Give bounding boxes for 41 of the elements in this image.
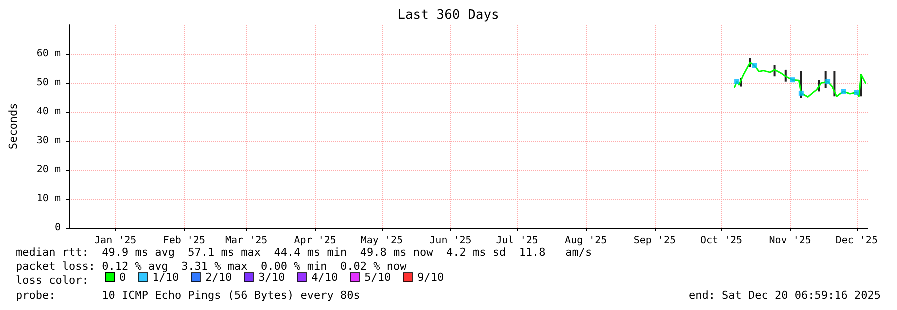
legend-label: 3/10: [258, 271, 286, 284]
x-tick-label: Apr '25: [294, 236, 336, 246]
x-tick-label: Jun '25: [430, 236, 472, 246]
y-tick-label: 20 m: [36, 164, 61, 176]
x-tick-label: Aug '25: [565, 236, 608, 246]
point: [734, 79, 740, 84]
line-series: [734, 62, 867, 98]
x-tick-label: Jan '25: [94, 236, 137, 246]
legend-label: 4/10: [312, 271, 338, 284]
point: [798, 90, 804, 96]
point: [854, 90, 860, 96]
y-tick-label: 60 m: [36, 48, 61, 60]
x-tick-label: Nov '25: [769, 236, 812, 246]
y-tick-label: 40 m: [36, 106, 61, 118]
point: [752, 63, 758, 68]
text: median rtt: 49.9 ms avg 57.1 ms max 44.4 ms min 49.8 ms now 4.2 ms sd 11.8 am/s: [16, 246, 592, 259]
legend-label: 1/10: [152, 271, 180, 284]
y-tick-label: 10 m: [36, 194, 61, 204]
x-tick-label: Sep '25: [634, 236, 676, 246]
x-tick-label: Oct '25: [700, 236, 743, 246]
chart-title: Last 360 Days: [398, 8, 500, 23]
point: [841, 89, 846, 94]
x-tick-label: Feb '25: [163, 236, 206, 246]
point: [826, 79, 831, 84]
legend-label: 2/10: [206, 271, 232, 284]
legend-label: 9/10: [418, 271, 444, 284]
legend-label: 5/10: [364, 271, 392, 284]
y-tick-label: 50 m: [36, 78, 61, 88]
legend-label: 0: [120, 271, 126, 284]
text: end: Sat Dec 20 06:59:16 2025: [688, 289, 882, 302]
text: probe: 10 ICMP Echo Pings (56 Bytes) every 80s: [16, 289, 360, 302]
x-tick-label: May '25: [360, 236, 404, 246]
y-axis-title: Seconds: [7, 103, 20, 150]
y-tick-label: 30 m: [36, 136, 61, 146]
legend-title: loss color:: [16, 274, 89, 287]
x-tick-label: Mar '25: [225, 236, 268, 246]
point: [790, 78, 796, 83]
y-tick-label: 0: [54, 222, 61, 234]
text: packet loss: 0.12 % avg 3.31 % max 0.00 % min 0.02 % now: [16, 260, 408, 273]
x-tick-label: Jul '25: [496, 236, 538, 246]
x-tick-label: Dec '25: [836, 236, 878, 246]
